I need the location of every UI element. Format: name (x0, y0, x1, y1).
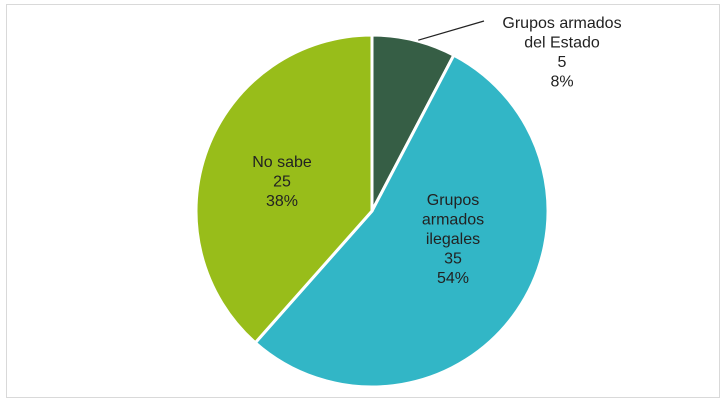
slice-label-2: Grupos armados ilegales 35 54% (422, 192, 484, 287)
slice-label-1: Grupos armados del Estado 5 8% (502, 15, 621, 91)
pie-slice-2 (253, 53, 550, 389)
slice-label-3: No sabe 25 38% (252, 154, 312, 210)
pie-slice-3 (194, 33, 374, 345)
leader-line-1 (418, 20, 485, 41)
